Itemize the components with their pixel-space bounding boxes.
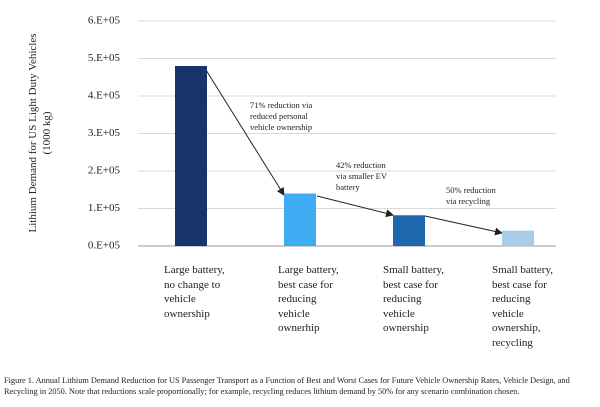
x-tick-label: Small battery, best case for reducing ve… xyxy=(492,264,553,349)
y-tick-label: 4.E+05 xyxy=(88,90,121,102)
arrow xyxy=(316,195,394,218)
y-tick-label: 2.E+05 xyxy=(88,165,121,177)
x-tick-label: Small battery, best case for reducing ve… xyxy=(383,264,444,334)
y-tick-label: 3.E+05 xyxy=(88,127,121,139)
y-tick-label: 6.E+05 xyxy=(88,15,121,27)
y-axis-title: Lithium Demand for US Light Duty Vehicle… xyxy=(27,33,53,233)
annotation: 71% reduction via reduced personal vehic… xyxy=(250,100,313,132)
y-tick-label: 0.E+05 xyxy=(88,240,121,252)
annotation: 50% reduction via recycling xyxy=(446,185,496,206)
x-tick-label: Large battery, no change to vehicle owne… xyxy=(164,264,225,320)
caption: Figure 1. Annual Lithium Demand Reductio… xyxy=(4,376,570,396)
arrow xyxy=(424,215,503,236)
x-tick-label: Large battery, best case for reducing ve… xyxy=(278,264,339,334)
bar xyxy=(175,66,207,246)
arrow xyxy=(205,69,285,196)
bar xyxy=(502,230,534,246)
bar xyxy=(393,215,425,246)
y-tick-label: 5.E+05 xyxy=(88,52,121,64)
y-tick-label: 1.E+05 xyxy=(88,202,121,214)
bar xyxy=(284,193,316,246)
annotation: 42% reduction via smaller EV battery xyxy=(336,160,387,192)
